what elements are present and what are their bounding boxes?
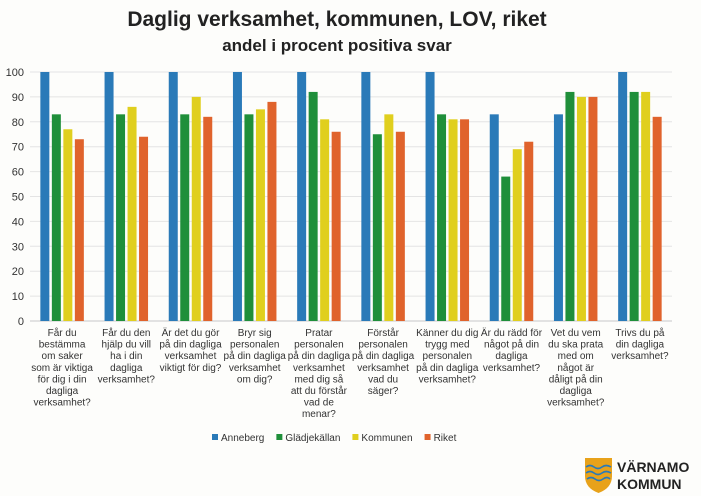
category-label: Vet du vem du ska prata med om något är dåli… <box>547 328 605 409</box>
category-label: Känner du dig trygg med personalen på din d… <box>416 328 479 385</box>
x-axis: Får du bestämma om saker som är viktiga för … <box>31 327 669 420</box>
bar <box>553 114 563 321</box>
category-label: Bryr sig personalen på din dagliga verksamh… <box>224 328 287 385</box>
logo-line-2: KOMMUN <box>617 476 682 492</box>
bar <box>40 72 50 321</box>
bar <box>448 119 458 321</box>
bar <box>501 176 511 321</box>
y-tick-label: 20 <box>12 266 24 278</box>
bar <box>168 72 178 321</box>
bar <box>127 106 137 321</box>
bar <box>267 101 277 321</box>
y-tick-label: 10 <box>12 291 24 303</box>
bar <box>232 72 242 321</box>
bar <box>565 91 575 321</box>
bar <box>576 96 586 322</box>
bar <box>618 72 628 321</box>
bar <box>63 129 73 321</box>
y-tick-label: 50 <box>12 192 24 204</box>
grid <box>30 71 672 322</box>
shield-icon <box>585 458 612 493</box>
y-tick-label: 80 <box>12 117 24 129</box>
bar <box>191 96 201 322</box>
y-tick-label: 70 <box>12 142 24 154</box>
bar <box>524 141 534 321</box>
bar <box>244 114 254 321</box>
legend-swatch <box>352 434 359 440</box>
legend-swatch <box>424 434 431 440</box>
bar <box>297 72 307 321</box>
legend-label: Glädjekällan <box>285 433 340 444</box>
bar <box>308 91 318 321</box>
bar <box>51 114 61 321</box>
y-tick-label: 90 <box>12 92 24 104</box>
bar <box>139 136 149 321</box>
y-tick-label: 40 <box>12 216 24 228</box>
y-axis: 0 10 20 30 40 50 60 70 80 90 100 <box>6 67 24 328</box>
bar <box>320 119 330 321</box>
bar <box>489 114 499 321</box>
bar <box>425 72 435 321</box>
bar <box>74 139 84 321</box>
bar <box>203 116 213 321</box>
category-label: Får du bestämma om saker som är viktiga för … <box>31 327 93 409</box>
bar <box>641 91 651 321</box>
bar <box>361 72 371 321</box>
legend: Anneberg Glädjekällan Kommunen Riket <box>212 433 457 444</box>
bar <box>104 72 114 321</box>
chart-subtitle: andel i procent positiva svar <box>222 36 452 55</box>
bar <box>372 134 382 321</box>
bars <box>40 72 662 322</box>
bar <box>331 131 341 321</box>
bar <box>437 114 447 321</box>
logo-line-1: VÄRNAMO <box>617 459 689 475</box>
category-label: Förstår personalen på din dagliga verksamhe… <box>352 327 415 397</box>
category-label: Får du den hjälp du vill ha i din dagliga ve… <box>98 327 156 385</box>
legend-label: Kommunen <box>361 433 412 444</box>
bar <box>460 119 470 321</box>
bar <box>629 91 639 321</box>
legend-swatch <box>212 434 218 440</box>
chart-title: Daglig verksamhet, kommunen, LOV, riket <box>127 8 546 31</box>
bar <box>116 114 126 321</box>
bar <box>588 96 598 322</box>
bar <box>512 149 522 321</box>
y-tick-label: 100 <box>6 67 24 79</box>
bar <box>652 116 662 321</box>
y-tick-label: 0 <box>18 316 24 328</box>
category-label: Är du rädd för något på din dagliga verksam… <box>481 327 543 374</box>
legend-swatch <box>276 434 283 440</box>
category-label: Är det du gör på din dagliga verksamhet vik… <box>159 327 222 374</box>
bar <box>384 114 394 321</box>
bar <box>180 114 190 321</box>
bar <box>395 131 405 321</box>
category-label: Trivs du på din dagliga verksamhet? <box>611 327 669 362</box>
legend-label: Riket <box>434 433 457 444</box>
varnamo-logo: VÄRNAMO KOMMUN <box>585 458 689 493</box>
y-tick-label: 30 <box>12 241 24 253</box>
y-tick-label: 60 <box>12 167 24 179</box>
bar <box>255 109 265 321</box>
category-label: Pratar personalen på din dagliga verksamhet… <box>288 328 351 420</box>
legend-label: Anneberg <box>221 433 264 444</box>
